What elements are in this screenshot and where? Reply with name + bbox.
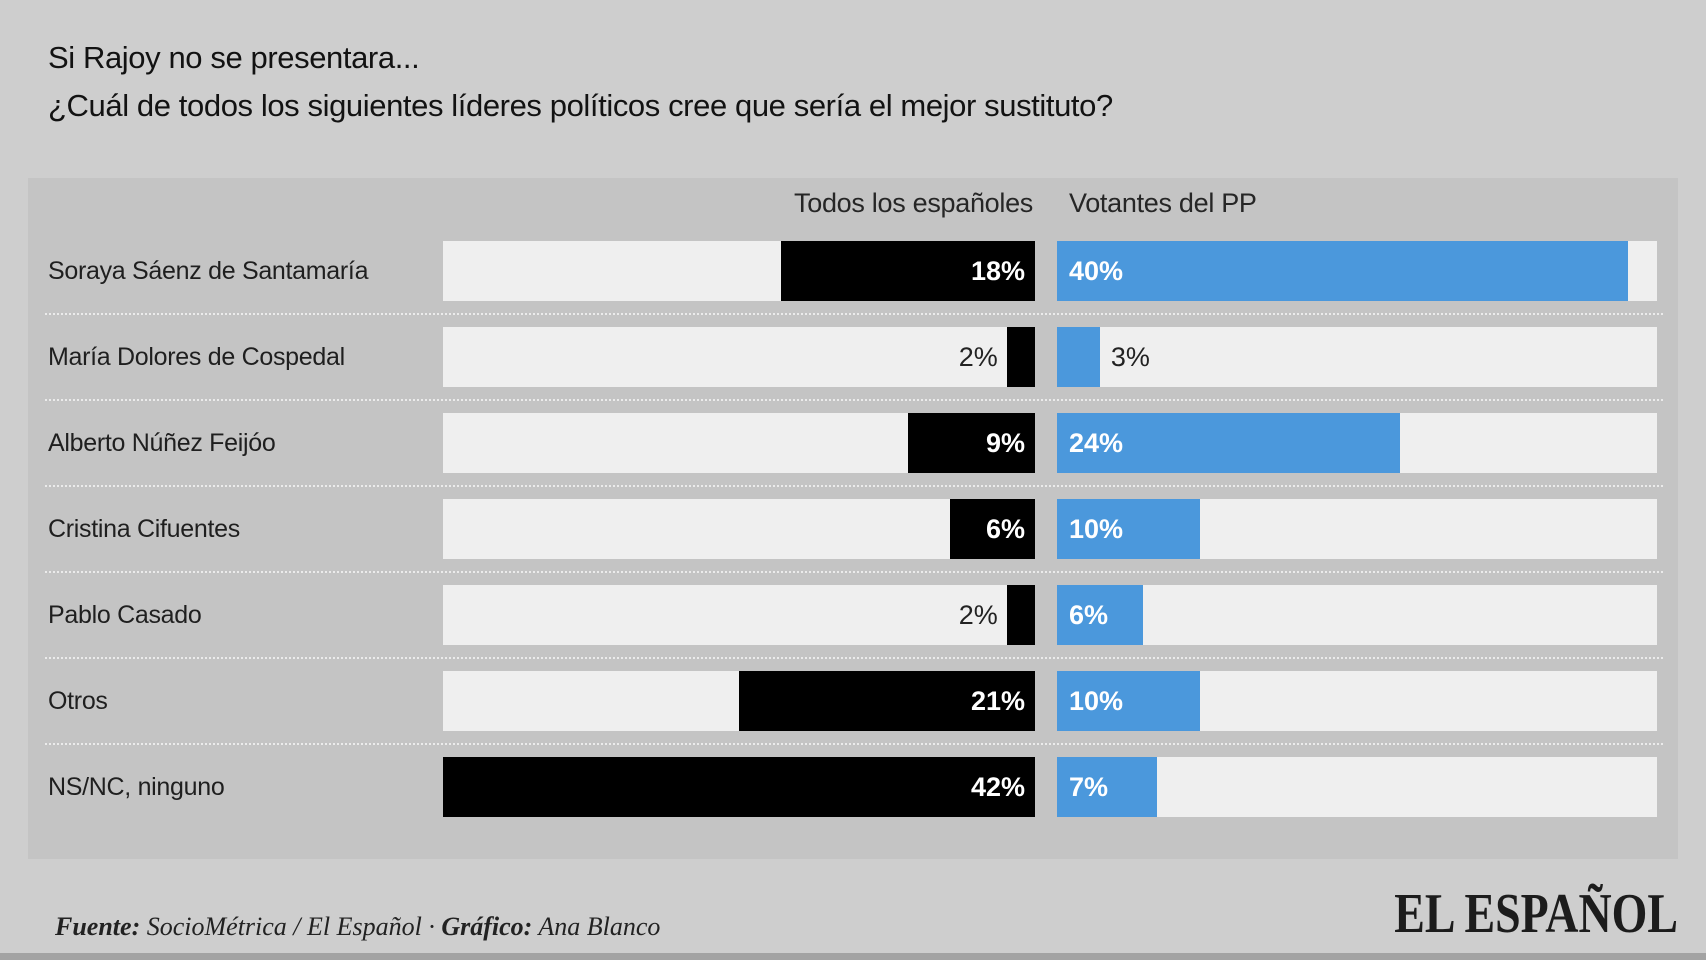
bar-track-votantes: 10% bbox=[1057, 671, 1657, 731]
bar-votantes bbox=[1057, 327, 1100, 387]
bar-track-votantes: 7% bbox=[1057, 757, 1657, 817]
bar-todos: 18% bbox=[781, 241, 1035, 301]
source-label: Fuente: bbox=[55, 912, 141, 941]
chart-row: Soraya Sáenz de Santamaría 18% 40% bbox=[28, 228, 1678, 314]
bar-track-votantes: 40% bbox=[1057, 241, 1657, 301]
bar-value-todos: 21% bbox=[970, 685, 1025, 716]
bar-value-votantes: 6% bbox=[1069, 599, 1109, 630]
series-header-todos-los-espanoles: Todos los españoles bbox=[794, 187, 1033, 218]
column-gap bbox=[1035, 499, 1057, 559]
bar-todos: 42% bbox=[443, 757, 1035, 817]
chart-row: María Dolores de Cospedal 2% 3% bbox=[28, 313, 1678, 400]
chart-panel: Todos los españoles Votantes del PP Sora… bbox=[28, 178, 1678, 859]
bar-value-votantes: 10% bbox=[1069, 513, 1124, 544]
source-text: SocioMétrica / El Español bbox=[146, 912, 422, 941]
column-gap bbox=[1035, 327, 1057, 387]
bar-votantes: 24% bbox=[1057, 413, 1400, 473]
bar-track-todos: 2% bbox=[443, 585, 1035, 645]
column-headers: Todos los españoles Votantes del PP bbox=[28, 178, 1678, 228]
bar-track-votantes: 24% bbox=[1057, 413, 1657, 473]
bar-value-votantes: 24% bbox=[1069, 427, 1124, 458]
separator-dot: · bbox=[428, 912, 435, 941]
bar-value-votantes: 3% bbox=[1110, 341, 1150, 372]
bar-todos: 9% bbox=[908, 413, 1035, 473]
chart-row: Cristina Cifuentes 6% 10% bbox=[28, 485, 1678, 572]
bar-value-votantes: 7% bbox=[1069, 771, 1109, 802]
bar-value-todos: 9% bbox=[985, 427, 1025, 458]
column-gap bbox=[1035, 671, 1057, 731]
bar-votantes: 10% bbox=[1057, 671, 1200, 731]
el-espanol-logo: EL ESPAÑOL bbox=[1394, 883, 1678, 945]
bar-track-todos: 42% bbox=[443, 757, 1035, 817]
bar-value-votantes: 10% bbox=[1069, 685, 1124, 716]
chart-title: Si Rajoy no se presentara... ¿Cuál de to… bbox=[48, 34, 1113, 130]
chart-row: Pablo Casado 2% 6% bbox=[28, 571, 1678, 658]
credit-text: Ana Blanco bbox=[538, 912, 661, 941]
chart-row: NS/NC, ninguno 42% 7% bbox=[28, 743, 1678, 830]
credit-label: Gráfico: bbox=[441, 912, 533, 941]
bar-track-votantes: 6% bbox=[1057, 585, 1657, 645]
bar-todos: 6% bbox=[950, 499, 1035, 559]
bar-value-votantes: 40% bbox=[1069, 255, 1124, 286]
series-header-votantes-del-pp: Votantes del PP bbox=[1069, 187, 1257, 218]
column-gap bbox=[1035, 413, 1057, 473]
bar-todos bbox=[1006, 327, 1035, 387]
chart-rows: Soraya Sáenz de Santamaría 18% 40% María Do… bbox=[28, 228, 1678, 830]
category-label: NS/NC, ninguno bbox=[48, 772, 225, 801]
bar-track-todos: 21% bbox=[443, 671, 1035, 731]
category-label: Soraya Sáenz de Santamaría bbox=[48, 256, 369, 285]
column-gap bbox=[1035, 241, 1057, 301]
category-label: María Dolores de Cospedal bbox=[48, 342, 345, 371]
category-label: Alberto Núñez Feijóo bbox=[48, 428, 276, 457]
bar-votantes: 7% bbox=[1057, 757, 1157, 817]
bar-votantes: 10% bbox=[1057, 499, 1200, 559]
bar-track-todos: 9% bbox=[443, 413, 1035, 473]
bar-value-todos: 42% bbox=[970, 771, 1025, 802]
bar-track-todos: 2% bbox=[443, 327, 1035, 387]
chart-row: Alberto Núñez Feijóo 9% 24% bbox=[28, 399, 1678, 486]
bar-votantes: 40% bbox=[1057, 241, 1629, 301]
bar-value-todos: 6% bbox=[985, 513, 1025, 544]
source-credit-line: Fuente: SocioMétrica / El Español · Gráf… bbox=[55, 912, 660, 942]
bar-todos bbox=[1006, 585, 1035, 645]
bar-track-todos: 18% bbox=[443, 241, 1035, 301]
bar-track-votantes: 3% bbox=[1057, 327, 1657, 387]
bar-track-todos: 6% bbox=[443, 499, 1035, 559]
chart-row: Otros 21% 10% bbox=[28, 657, 1678, 744]
bar-track-votantes: 10% bbox=[1057, 499, 1657, 559]
bar-value-todos: 2% bbox=[958, 341, 998, 372]
bar-value-todos: 18% bbox=[970, 255, 1025, 286]
chart-title-line-1: Si Rajoy no se presentara... bbox=[48, 40, 420, 75]
category-label: Pablo Casado bbox=[48, 600, 202, 629]
chart-title-line-2: ¿Cuál de todos los siguientes líderes po… bbox=[48, 88, 1113, 123]
column-gap bbox=[1035, 757, 1057, 817]
bottom-edge-strip bbox=[0, 953, 1706, 960]
category-label: Cristina Cifuentes bbox=[48, 514, 240, 543]
bar-value-todos: 2% bbox=[958, 599, 998, 630]
bar-todos: 21% bbox=[739, 671, 1035, 731]
category-label: Otros bbox=[48, 686, 108, 715]
bar-votantes: 6% bbox=[1057, 585, 1143, 645]
column-gap bbox=[1035, 585, 1057, 645]
